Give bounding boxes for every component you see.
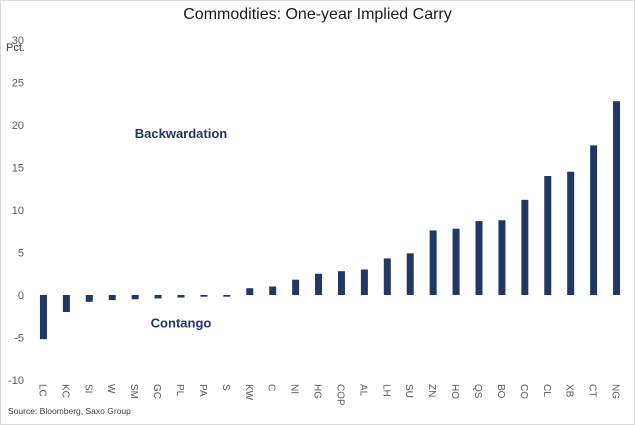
x-tick-label: S [220,384,231,391]
bar-w [108,295,116,301]
bar-cl [544,176,552,295]
x-tick-label: C [266,384,277,391]
x-tick-label: CL [541,384,552,397]
x-tick-label: GC [151,384,162,399]
y-tick-label: -5 [14,333,24,345]
y-tick-label: 10 [12,205,24,217]
x-tick-label: SI [82,384,93,393]
bar-cop [337,271,345,295]
y-tick-label: 5 [18,248,24,260]
bar-c [269,286,277,295]
y-tick-label: 30 [12,35,24,47]
bar-sm [131,295,139,300]
bar-bo [498,220,506,295]
source-note: Source: Bloomberg, Saxo Group [8,406,131,416]
x-tick-label: PA [197,384,208,397]
x-tick-label: KC [59,384,70,398]
bar-co [521,199,529,295]
y-tick-label: 25 [12,78,24,90]
y-tick-label: 15 [12,163,24,175]
x-tick-label: CT [587,384,598,397]
x-tick-label: BO [495,384,506,399]
x-tick-label: COP [334,384,345,406]
bar-pa [200,295,208,297]
bar-ct [590,145,598,295]
x-tick-label: AL [357,384,368,397]
bars [39,101,621,340]
x-axis-ticks: LC KC SI W SM GC PL PA S KW C NI HG COP AL LH SU ZN HO QS BO… [36,384,620,406]
x-tick-label: KW [243,384,254,401]
bar-gc [154,295,162,299]
annotation-contango: Contango [151,315,212,330]
bar-lc [39,295,47,340]
bar-su [406,253,414,295]
x-tick-label: NG [610,384,621,399]
bar-lh [383,258,391,295]
x-tick-label: SU [403,384,414,398]
bar-qs [475,221,483,295]
y-axis-label: Pct. [6,42,25,54]
bar-ng [613,101,621,295]
bar-ho [452,228,460,295]
bar-pl [177,295,185,298]
x-tick-label: LH [380,384,391,397]
x-tick-label: ZN [426,384,437,397]
bar-xb [567,171,575,295]
annotations: Backwardation Contango [135,126,228,331]
x-tick-label: SM [128,384,139,399]
x-tick-label: QS [472,384,483,399]
y-tick-label: -10 [8,375,24,387]
x-tick-label: HO [449,384,460,399]
bar-zn [429,230,437,295]
x-tick-label: PL [174,384,185,397]
x-tick-label: XB [564,384,575,398]
y-tick-label: 0 [18,290,24,302]
x-tick-label: W [105,384,116,394]
x-tick-label: HG [312,384,323,399]
y-tick-label: 20 [12,120,24,132]
bar-al [360,269,368,295]
y-axis-ticks: -10 -5 0 5 10 15 20 25 30 [8,35,24,387]
bar-kc [62,295,70,312]
bar-ni [292,279,300,295]
x-tick-label: LC [36,384,47,397]
annotation-backwardation: Backwardation [135,126,228,141]
chart-title: Commodities: One-year Implied Carry [183,6,452,23]
x-tick-label: NI [289,384,300,394]
bar-hg [315,273,323,295]
bar-si [85,295,93,302]
bar-kw [246,288,254,295]
bar-s [223,295,231,297]
x-tick-label: CO [518,384,529,399]
